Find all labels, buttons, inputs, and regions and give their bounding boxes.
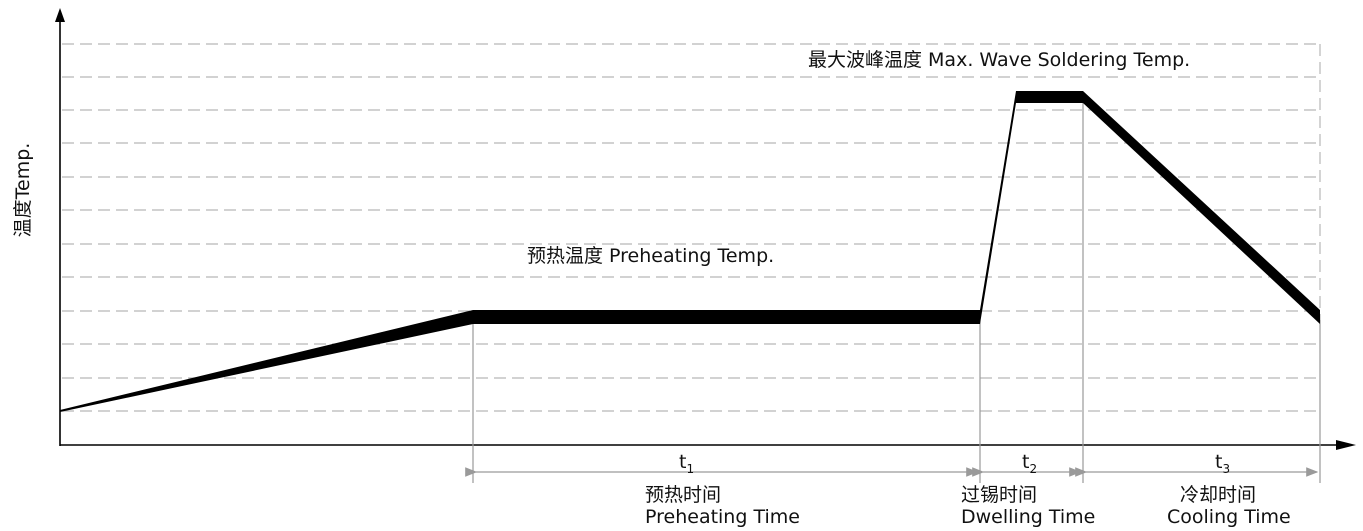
dimension-lines xyxy=(472,95,1321,483)
y-axis-arrow-icon xyxy=(55,8,65,22)
t3-name-cn: 冷却时间 xyxy=(1180,484,1256,506)
temperature-profile-band xyxy=(60,91,1320,412)
t3-symbol: t3 xyxy=(1215,451,1230,476)
t2-symbol: t2 xyxy=(1022,451,1037,476)
interval-t3: t3 冷却时间 Cooling Time xyxy=(1167,451,1291,528)
interval-t2: t2 过锡时间 Dwelling Time xyxy=(961,451,1095,528)
t2-name-cn: 过锡时间 xyxy=(961,484,1037,506)
interval-t1: t1 预热时间 Preheating Time xyxy=(645,451,800,528)
t2-name-en: Dwelling Time xyxy=(961,506,1095,528)
preheating-temp-label: 预热温度 Preheating Temp. xyxy=(527,245,774,267)
t1-symbol: t1 xyxy=(679,451,694,476)
t3-name-en: Cooling Time xyxy=(1167,506,1291,528)
gridlines xyxy=(62,43,1321,412)
x-axis-arrow-icon xyxy=(1336,440,1356,450)
t1-name-en: Preheating Time xyxy=(645,506,800,528)
t1-name-cn: 预热时间 xyxy=(645,484,721,506)
y-axis-label: 温度Temp. xyxy=(12,143,34,238)
axes xyxy=(55,8,1356,450)
max-wave-temp-label: 最大波峰温度 Max. Wave Soldering Temp. xyxy=(808,49,1190,71)
